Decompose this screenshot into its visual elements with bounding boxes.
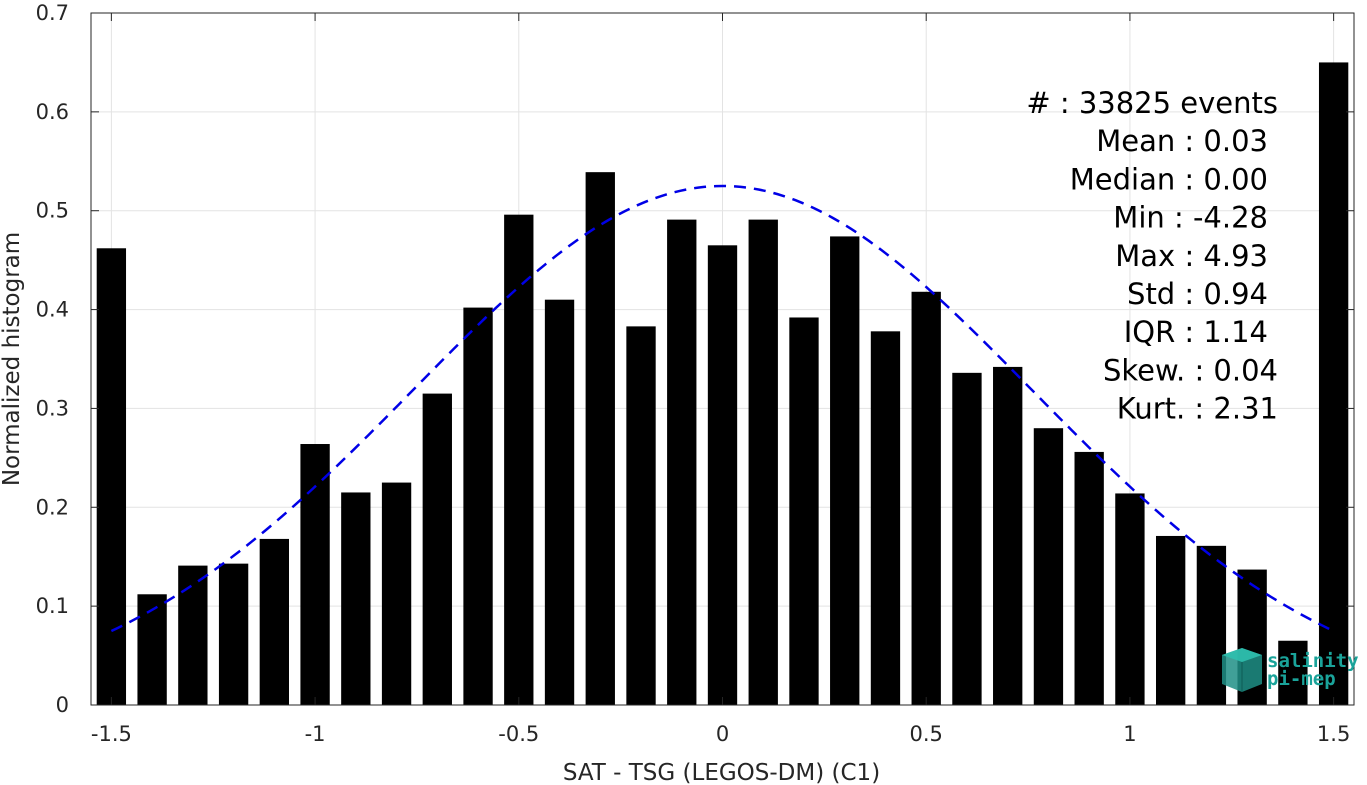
histogram-bar	[911, 291, 941, 705]
y-tick-label: 0.3	[36, 396, 69, 420]
ticks	[91, 12, 1354, 706]
histogram-bar	[1196, 545, 1227, 705]
histogram-bar	[259, 538, 290, 705]
y-tick-label: 0.6	[36, 100, 69, 124]
histogram-bar	[1074, 451, 1104, 705]
histogram-bar	[830, 236, 860, 705]
y-tick-label: 0.7	[36, 1, 69, 25]
x-axis-label: SAT - TSG (LEGOS-DM) (C1)	[563, 760, 880, 785]
histogram-bar	[1318, 62, 1349, 705]
histogram-bar	[952, 372, 982, 705]
histogram-bar	[544, 299, 575, 705]
histogram-bar	[422, 393, 452, 705]
histogram-bar	[137, 594, 167, 705]
x-tick-label: 1	[1123, 722, 1136, 746]
logo-line1: salinity	[1267, 650, 1359, 672]
histogram-bar	[341, 492, 371, 705]
histogram-bar	[1033, 428, 1064, 705]
stat-line: IQR : 1.14	[1124, 315, 1268, 349]
x-tick-label: 0	[716, 722, 729, 746]
stat-line: Skew. : 0.04	[1103, 353, 1278, 387]
gaussian-fit-curve	[110, 184, 1335, 633]
x-tick-label: 0.5	[910, 722, 943, 746]
histogram-bar	[218, 563, 249, 705]
y-tick-label: 0.4	[36, 298, 69, 322]
histogram-bar	[1115, 493, 1145, 705]
histogram-bar	[707, 245, 738, 706]
histogram-bar	[748, 219, 778, 705]
histogram-bar	[1155, 535, 1186, 705]
stat-line: Std : 0.94	[1127, 277, 1268, 311]
histogram-bar	[667, 219, 697, 705]
stat-line: Median : 0.00	[1070, 162, 1268, 196]
y-axis-label: Normalized histogram	[0, 232, 25, 486]
histogram-bar	[789, 317, 819, 705]
histogram-bar	[96, 248, 127, 705]
salinity-pi-mep-logo: salinity pi-mep	[1222, 648, 1359, 692]
x-tick-label: -0.5	[498, 722, 539, 746]
bars	[96, 62, 1349, 706]
histogram-bar	[504, 214, 534, 705]
y-tick-label: 0.2	[36, 495, 69, 519]
x-tick-label: 1.5	[1317, 722, 1350, 746]
histogram-bar	[585, 172, 615, 705]
stats-annotation: # : 33825 events Mean : 0.03 Median : 0.00…	[1026, 86, 1278, 426]
stat-line: # : 33825 events	[1026, 86, 1278, 120]
y-tick-label: 0.1	[36, 594, 69, 618]
stat-line: Kurt. : 2.31	[1117, 392, 1278, 426]
histogram-bar	[626, 326, 656, 705]
histogram-bar	[381, 482, 412, 705]
x-tick-labels: -1.5 -1 -0.5 0 0.5 1 1.5	[91, 722, 1350, 746]
y-tick-label: 0.5	[36, 199, 69, 223]
histogram-bar	[300, 444, 330, 705]
x-tick-label: -1.5	[91, 722, 132, 746]
logo-line2: pi-mep	[1267, 668, 1336, 690]
stat-line: Min : -4.28	[1113, 201, 1268, 235]
x-tick-label: -1	[305, 722, 326, 746]
stat-line: Max : 4.93	[1115, 239, 1268, 273]
stat-line: Mean : 0.03	[1096, 124, 1268, 158]
y-tick-labels: 0 0.1 0.2 0.3 0.4 0.5 0.6 0.7	[36, 1, 69, 717]
histogram-bar	[178, 565, 208, 705]
histogram-bar	[1278, 640, 1308, 705]
histogram-bar	[993, 366, 1023, 705]
histogram-bar	[463, 307, 493, 705]
y-tick-label: 0	[56, 693, 69, 717]
histogram-bar	[870, 331, 901, 705]
